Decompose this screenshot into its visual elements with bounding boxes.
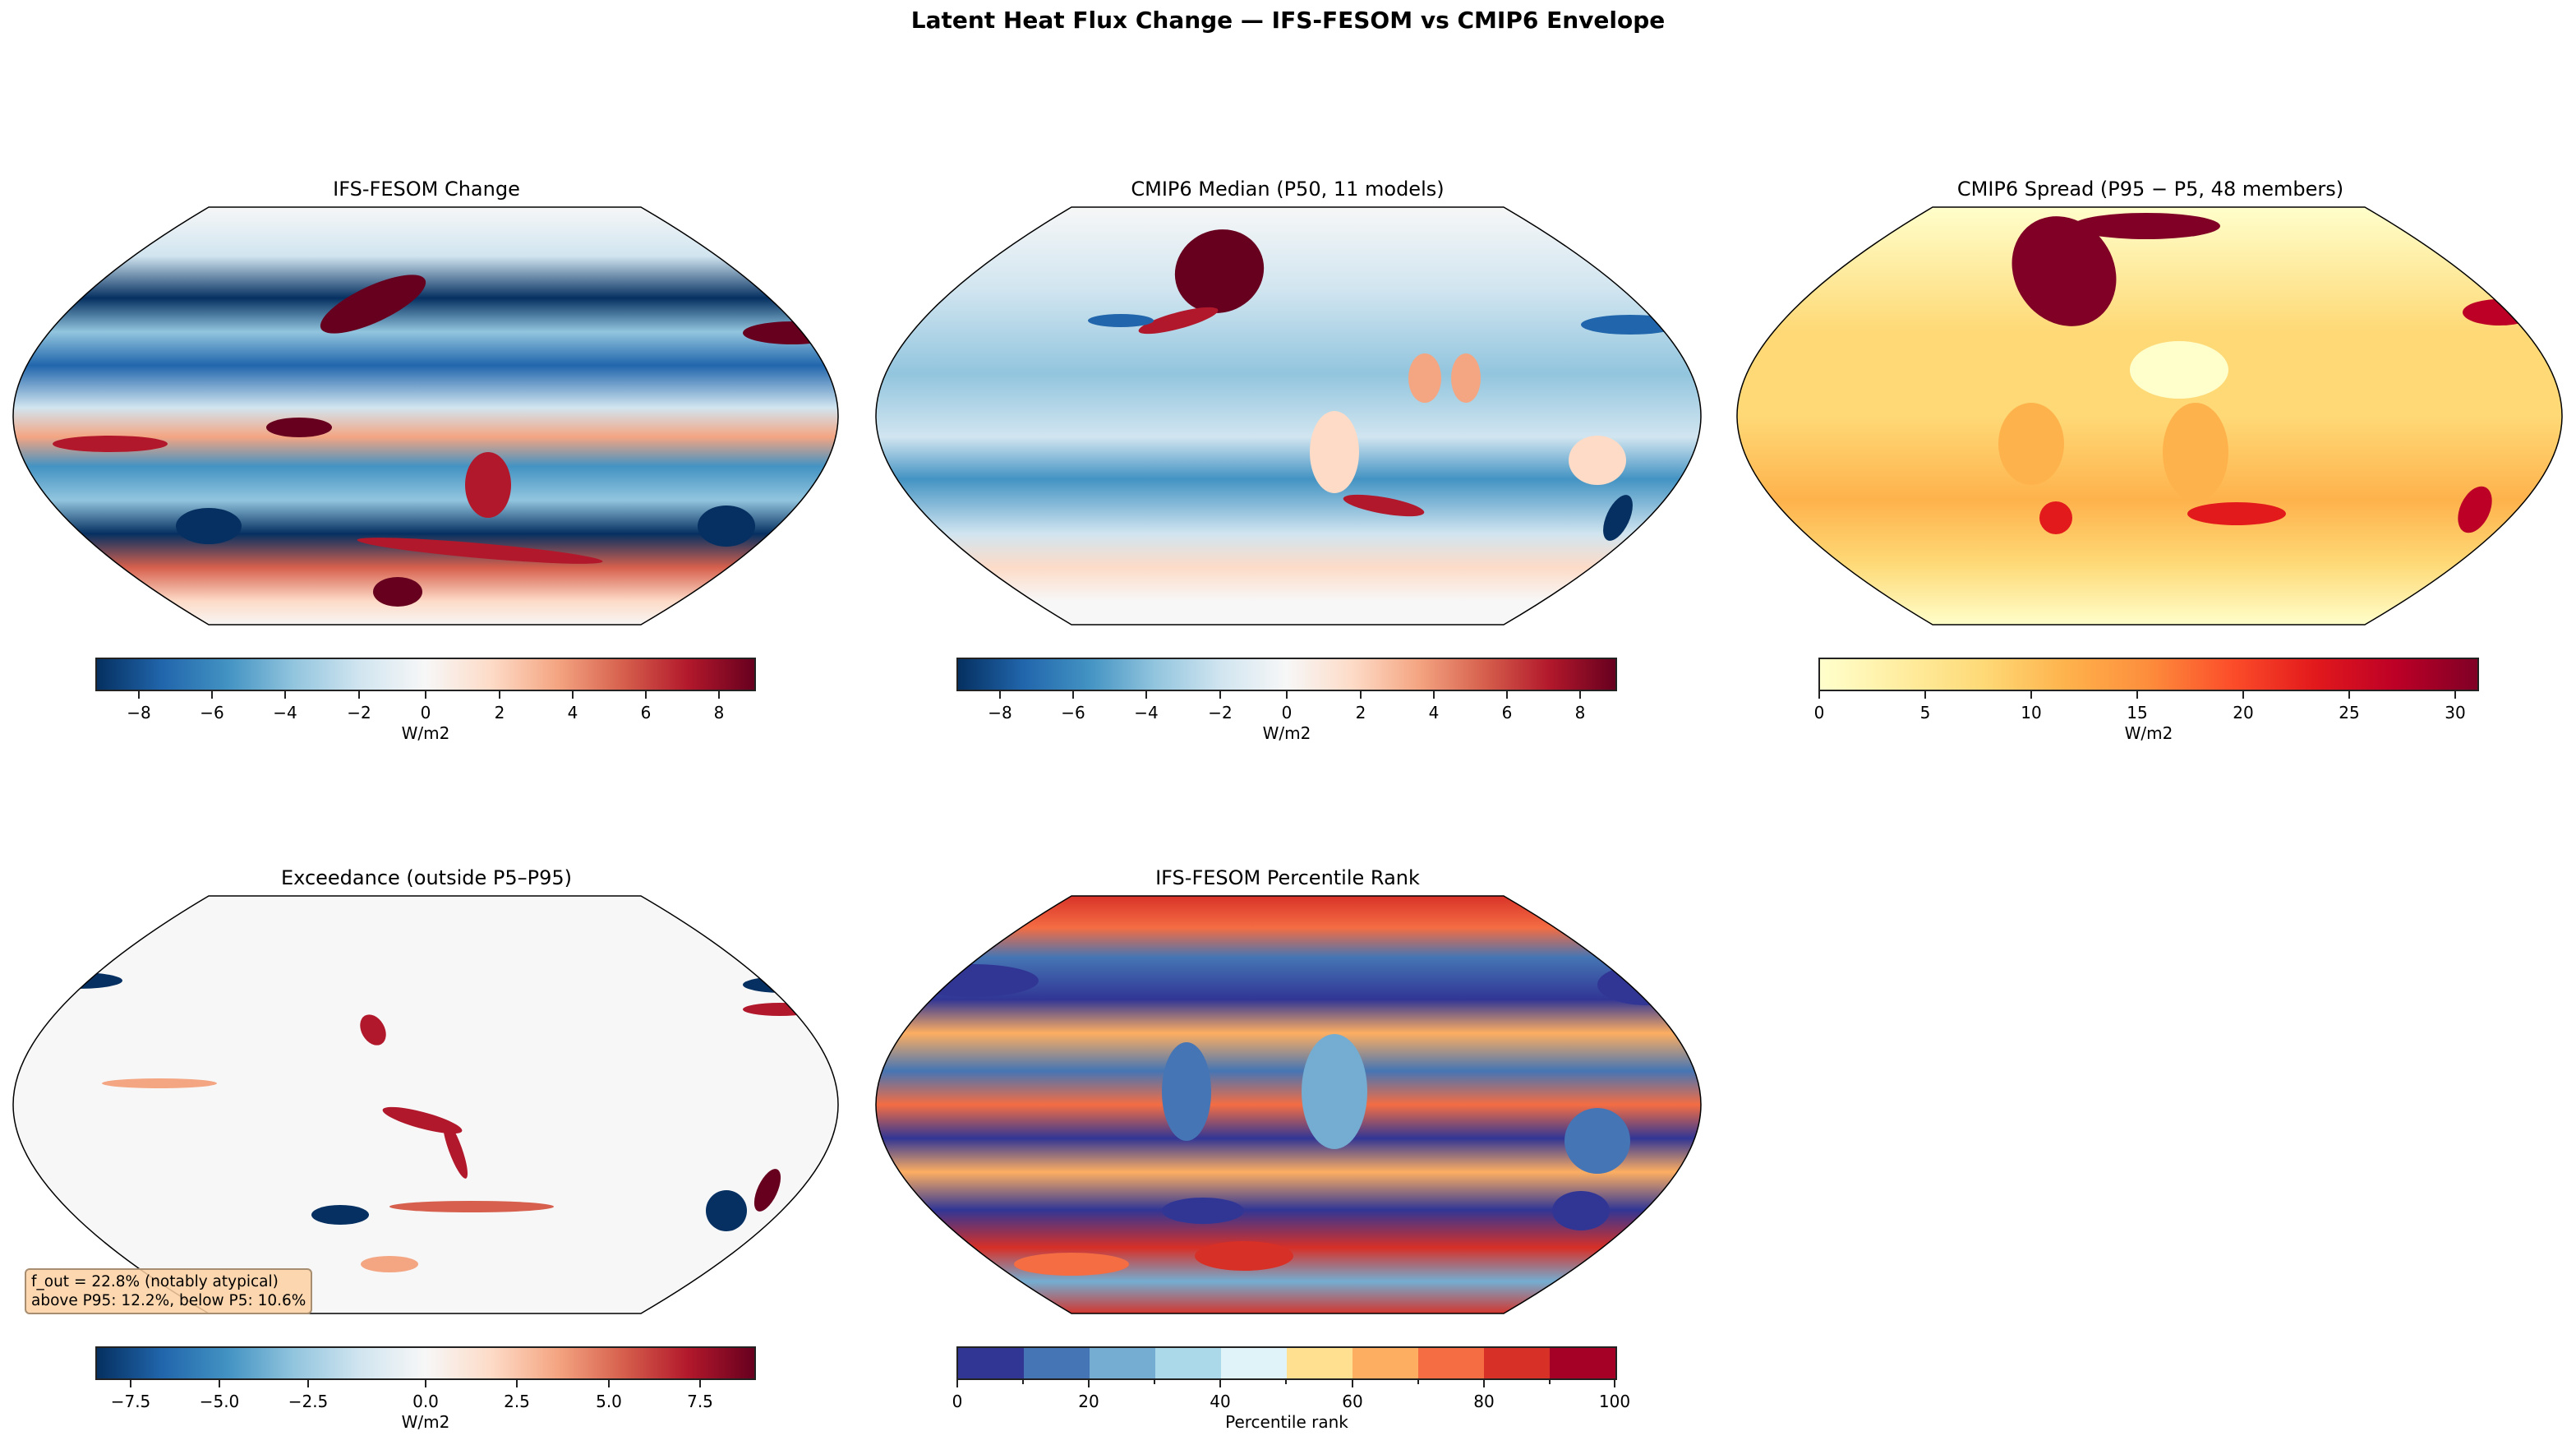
tick-label: 0.0 xyxy=(412,1392,439,1411)
colorbar-ticks-cmip6-spread: 0 5 10 15 20 25 30 xyxy=(1814,691,2479,741)
tick-label: −2 xyxy=(347,703,371,722)
colorbar-percentile-rank xyxy=(956,1346,1617,1380)
exceedance-stats-annotation: f_out = 22.8% (notably atypical) above P… xyxy=(25,1268,313,1314)
panel-title-percentile-rank: IFS-FESOM Percentile Rank xyxy=(1155,866,1420,889)
tick-label: 100 xyxy=(1598,1392,1631,1411)
colorbar-ticks-ifs-change: −8 −6 −4 −2 0 2 4 6 8 xyxy=(95,691,756,741)
colorbar-label-ifs-change: W/m2 xyxy=(401,723,450,743)
tick-label: 5 xyxy=(1919,703,1931,722)
panel-title-exceedance: Exceedance (outside P5–P95) xyxy=(281,866,572,889)
tick-label: 2.5 xyxy=(504,1392,530,1411)
tick-label: 20 xyxy=(1078,1392,1099,1411)
map-ifs-change xyxy=(12,205,840,626)
tick-label: 4 xyxy=(567,703,578,722)
tick-label: 60 xyxy=(1342,1392,1363,1411)
tick-label: 25 xyxy=(2339,703,2360,722)
tick-label: −5.0 xyxy=(199,1392,240,1411)
colorbar-label-percentile-rank: Percentile rank xyxy=(1225,1412,1348,1432)
tick-label: −2 xyxy=(1208,703,1233,722)
tick-label: −6 xyxy=(200,703,224,722)
tick-label: −8 xyxy=(127,703,151,722)
colorbar-ticks-percentile-rank: 0 20 40 60 80 100 xyxy=(952,1380,1630,1429)
tick-label: 30 xyxy=(2445,703,2466,722)
tick-label: 15 xyxy=(2127,703,2148,722)
figure-suptitle: Latent Heat Flux Change — IFS-FESOM vs C… xyxy=(910,7,1666,34)
robinson-map-ifs-change xyxy=(12,206,839,626)
map-exceedance xyxy=(12,894,840,1315)
tick-label: −7.5 xyxy=(110,1392,151,1411)
tick-label: 7.5 xyxy=(687,1392,713,1411)
colorbar-ticks-cmip6-median: −8 −6 −4 −2 0 2 4 6 8 xyxy=(956,691,1617,741)
colorbar-label-cmip6-spread: W/m2 xyxy=(2124,723,2173,743)
panel-title-cmip6-spread: CMIP6 Spread (P95 − P5, 48 members) xyxy=(1956,178,2344,201)
tick-label: −2.5 xyxy=(288,1392,329,1411)
colorbar-exceedance xyxy=(95,1346,756,1380)
map-percentile-rank xyxy=(874,894,1703,1315)
tick-label: 8 xyxy=(1574,703,1586,722)
tick-label: 6 xyxy=(640,703,652,722)
tick-label: 4 xyxy=(1428,703,1440,722)
panel-title-cmip6-median: CMIP6 Median (P50, 11 models) xyxy=(1131,178,1445,201)
colorbar-label-cmip6-median: W/m2 xyxy=(1262,723,1311,743)
tick-label: 80 xyxy=(1473,1392,1495,1411)
colorbar-cmip6-spread xyxy=(1818,658,2479,691)
tick-label: 0 xyxy=(1813,703,1825,722)
tick-label: 0 xyxy=(952,1392,963,1411)
tick-label: 0 xyxy=(1281,703,1293,722)
tick-label: 8 xyxy=(713,703,725,722)
tick-label: 40 xyxy=(1210,1392,1231,1411)
annotation-line-fout: f_out = 22.8% (notably atypical) xyxy=(31,1273,279,1290)
tick-label: 6 xyxy=(1501,703,1513,722)
tick-label: −8 xyxy=(988,703,1012,722)
colorbar-cmip6-median xyxy=(956,658,1617,691)
tick-label: −4 xyxy=(273,703,297,722)
colorbar-ticks-exceedance: −7.5 −5.0 −2.5 0.0 2.5 5.0 7.5 xyxy=(95,1380,756,1429)
panel-title-ifs-change: IFS-FESOM Change xyxy=(333,178,520,201)
annotation-line-above-below: above P95: 12.2%, below P5: 10.6% xyxy=(31,1292,306,1309)
tick-label: 5.0 xyxy=(596,1392,622,1411)
tick-label: 2 xyxy=(1355,703,1366,722)
tick-label: −6 xyxy=(1061,703,1085,722)
tick-label: 0 xyxy=(420,703,431,722)
tick-label: 2 xyxy=(494,703,505,722)
colorbar-label-exceedance: W/m2 xyxy=(401,1412,450,1432)
map-cmip6-spread xyxy=(1735,205,2564,626)
map-cmip6-median xyxy=(874,205,1703,626)
tick-label: −4 xyxy=(1134,703,1159,722)
tick-label: 10 xyxy=(2021,703,2042,722)
tick-label: 20 xyxy=(2233,703,2254,722)
colorbar-ifs-change xyxy=(95,658,756,691)
